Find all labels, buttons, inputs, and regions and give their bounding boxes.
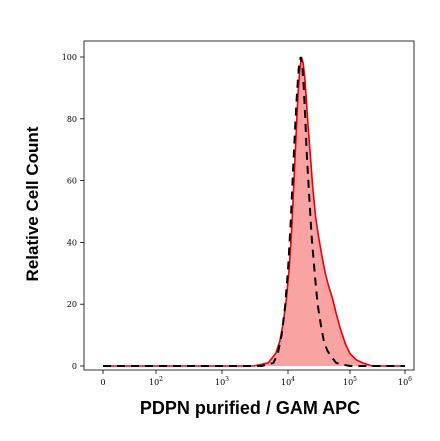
series-1-line <box>103 56 405 367</box>
y-tick-label-60: 60 <box>67 177 77 186</box>
x-tick-label-5: 106 <box>398 376 412 387</box>
series-0-line <box>103 56 405 367</box>
y-axis: 0 20 40 60 80 100 <box>62 53 84 371</box>
x-axis: 0 102 103 104 105 106 <box>100 370 412 387</box>
x-tick-label-4: 105 <box>343 376 357 387</box>
x-tick-label-1: 102 <box>149 376 163 387</box>
x-tick-label-2: 103 <box>215 376 229 387</box>
y-axis-label: Relative Cell Count <box>23 126 42 281</box>
x-tick-label-3: 104 <box>281 376 295 387</box>
plot-frame <box>83 40 415 371</box>
y-tick-label-20: 20 <box>67 300 77 309</box>
y-tick-label-80: 80 <box>67 115 77 124</box>
plot-area <box>83 40 415 371</box>
series-0-area <box>103 57 405 366</box>
y-tick-label-100: 100 <box>62 53 77 62</box>
x-tick-label-0: 0 <box>100 378 105 387</box>
x-axis-label: PDPN purified / GAM APC <box>140 398 360 418</box>
y-tick-label-40: 40 <box>67 238 77 247</box>
y-tick-label-0: 0 <box>72 362 77 371</box>
